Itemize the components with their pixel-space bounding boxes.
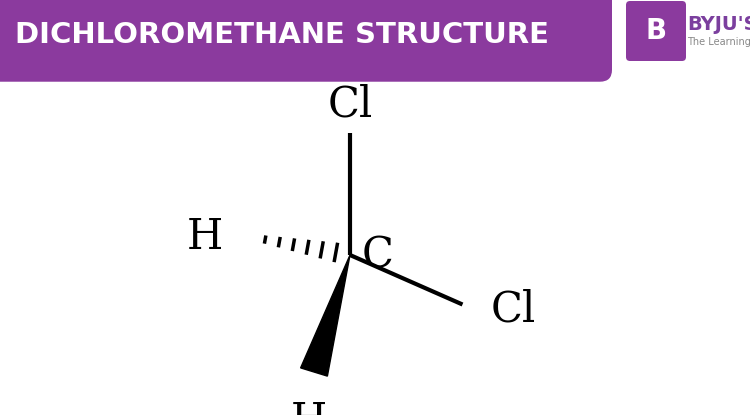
Text: Cl: Cl: [327, 83, 373, 125]
Text: DICHLOROMETHANE STRUCTURE: DICHLOROMETHANE STRUCTURE: [15, 21, 549, 49]
Polygon shape: [301, 255, 350, 376]
Text: B: B: [646, 17, 667, 45]
FancyBboxPatch shape: [0, 0, 612, 82]
FancyBboxPatch shape: [626, 1, 686, 61]
Text: Cl: Cl: [490, 288, 536, 330]
Text: C: C: [362, 234, 394, 276]
Bar: [0, 0, 30, 70]
Text: H: H: [187, 216, 223, 258]
Text: H: H: [291, 400, 327, 415]
Text: The Learning App: The Learning App: [687, 37, 750, 47]
Text: BYJU'S: BYJU'S: [687, 15, 750, 34]
